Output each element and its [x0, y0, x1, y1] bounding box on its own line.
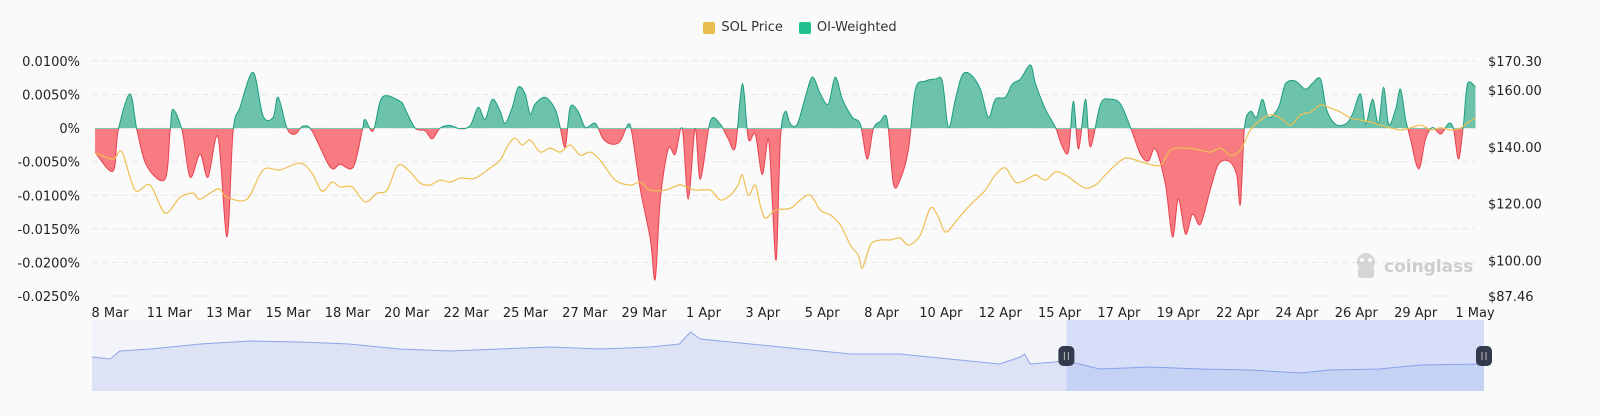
x-axis-tick-label: 11 Mar	[147, 306, 193, 321]
x-axis-tick-label: 15 Apr	[1038, 306, 1082, 321]
x-axis-tick-label: 8 Mar	[92, 306, 130, 321]
oi-weighted-negative-line	[94, 129, 1464, 281]
oi-weighted-negative-area	[95, 129, 1463, 280]
left-axis-tick-label: 0.0050%	[22, 89, 80, 104]
x-axis-tick-label: 29 Apr	[1394, 306, 1438, 321]
coinglass-logo-icon	[1357, 253, 1375, 278]
left-axis-tick-label: -0.0250%	[17, 290, 80, 305]
right-axis-tick-label: $87.46	[1488, 290, 1534, 305]
navigator-area	[92, 332, 1484, 391]
navigator-line	[91, 331, 1485, 374]
x-axis-tick-label: 19 Apr	[1157, 306, 1201, 321]
right-axis-tick-label: $120.00	[1488, 198, 1542, 213]
x-axis-tick-label: 1 Apr	[686, 306, 722, 321]
left-axis-tick-label: -0.0050%	[17, 156, 80, 171]
left-axis-tick-label: 0.0100%	[22, 55, 80, 70]
x-axis-tick-label: 1 May	[1455, 306, 1495, 321]
x-axis-tick-label: 8 Apr	[864, 306, 900, 321]
coinglass-watermark: coinglass	[1357, 253, 1473, 278]
x-axis-tick-label: 13 Mar	[206, 306, 252, 321]
handle-grip-icon	[1476, 346, 1492, 366]
legend-item-oi-weighted[interactable]: OI-Weighted	[798, 20, 897, 35]
chart-legend: SOL Price OI-Weighted	[0, 20, 1600, 35]
oi-weighted-positive-line	[117, 64, 1476, 129]
right-axis-tick-label: $170.30	[1488, 55, 1542, 70]
navigator-left-handle[interactable]	[1058, 346, 1075, 366]
x-axis-tick-label: 26 Apr	[1335, 306, 1379, 321]
x-axis-tick-label: 5 Apr	[805, 306, 841, 321]
grid-lines	[92, 60, 1475, 297]
x-axis-tick-label: 15 Mar	[265, 306, 311, 321]
x-axis: 8 Mar 11 Mar 13 Mar 15 Mar 18 Mar 20 Mar 22 Ma…	[92, 306, 1495, 321]
navigator[interactable]	[91, 320, 1492, 391]
x-axis-tick-label: 18 Mar	[325, 306, 371, 321]
handle-grip-icon	[1058, 346, 1075, 366]
x-axis-tick-label: 17 Apr	[1097, 306, 1141, 321]
right-axis-tick-label: $160.00	[1488, 84, 1542, 99]
oi-weighted-positive-area	[95, 64, 1476, 129]
left-axis: 0.0100% 0.0050% 0% -0.0050% -0.0100% -0.0150%…	[17, 55, 80, 305]
legend-label: SOL Price	[721, 20, 783, 35]
x-axis-tick-label: 10 Apr	[919, 306, 963, 321]
legend-swatch-oi-weighted	[798, 21, 811, 34]
series-layer	[94, 64, 1476, 281]
left-axis-tick-label: -0.0100%	[17, 189, 80, 204]
right-axis-tick-label: $100.00	[1488, 254, 1542, 269]
navigator-selection[interactable]	[1066, 320, 1484, 391]
sol-price-line	[94, 104, 1476, 269]
x-axis-tick-label: 25 Mar	[503, 306, 549, 321]
x-axis-tick-label: 3 Apr	[745, 306, 781, 321]
left-axis-tick-label: 0%	[59, 122, 80, 137]
watermark-text: coinglass	[1384, 257, 1473, 277]
x-axis-tick-label: 29 Mar	[622, 306, 668, 321]
legend-label: OI-Weighted	[816, 20, 897, 35]
left-axis-tick-label: -0.0200%	[17, 256, 80, 271]
x-axis-tick-label: 22 Mar	[443, 306, 489, 321]
left-axis-tick-label: -0.0150%	[17, 223, 80, 238]
x-axis-tick-label: 27 Mar	[562, 306, 608, 321]
x-axis-tick-label: 12 Apr	[979, 306, 1023, 321]
x-axis-tick-label: 20 Mar	[384, 306, 430, 321]
legend-swatch-sol-price	[703, 21, 716, 34]
x-axis-tick-label: 24 Apr	[1275, 306, 1319, 321]
right-axis-tick-label: $140.00	[1488, 141, 1542, 156]
x-axis-tick-label: 22 Apr	[1216, 306, 1260, 321]
right-axis: $170.30 $160.00 $140.00 $120.00 $100.00 $87.4…	[1488, 55, 1542, 305]
navigator-right-handle[interactable]	[1476, 346, 1492, 366]
legend-item-sol-price[interactable]: SOL Price	[703, 20, 783, 35]
